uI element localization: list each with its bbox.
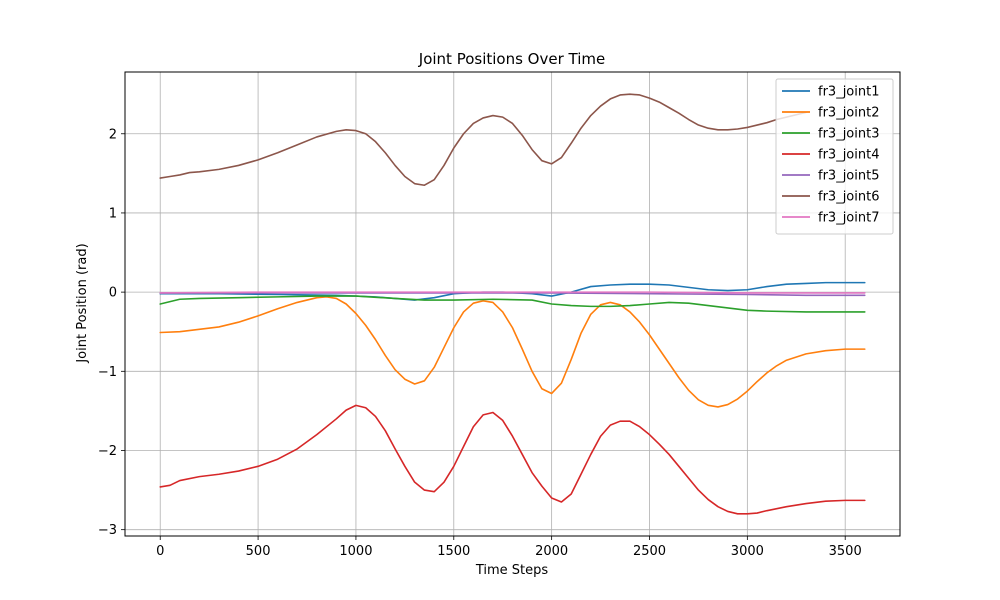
plot-area xyxy=(159,93,866,515)
x-tick-label: 1500 xyxy=(437,544,470,559)
x-axis-ticks: 0 500 1000 1500 2000 2500 3000 3500 xyxy=(156,536,862,559)
legend-label: fr3_joint3 xyxy=(818,127,879,142)
axes-frame xyxy=(124,71,901,537)
y-tick-label: 0 xyxy=(109,286,117,301)
series-line-fr3_joint4 xyxy=(159,404,866,515)
y-tick-label: 2 xyxy=(109,127,117,142)
chart-title: Joint Positions Over Time xyxy=(418,50,605,68)
x-tick-label: 500 xyxy=(246,544,271,559)
y-axis-ticks: −3 −2 −1 0 1 2 xyxy=(98,127,125,538)
legend-label: fr3_joint6 xyxy=(818,190,879,205)
y-tick-label: −3 xyxy=(98,523,117,538)
legend-label: fr3_joint4 xyxy=(818,148,879,163)
legend-label: fr3_joint5 xyxy=(818,169,879,184)
x-tick-label: 0 xyxy=(156,544,164,559)
y-tick-label: −1 xyxy=(98,365,117,380)
x-tick-label: 3500 xyxy=(829,544,862,559)
x-tick-label: 1000 xyxy=(339,544,372,559)
legend: fr3_joint1 fr3_joint2 fr3_joint3 fr3_joint4… xyxy=(775,78,894,235)
y-tick-label: 1 xyxy=(109,206,117,221)
legend-label: fr3_joint7 xyxy=(818,211,879,226)
x-axis-label: Time Steps xyxy=(475,563,549,578)
series-line-fr3_joint7 xyxy=(159,291,866,294)
x-tick-label: 2000 xyxy=(535,544,568,559)
series-line-fr3_joint6 xyxy=(159,93,807,187)
x-tick-label: 3000 xyxy=(731,544,764,559)
y-axis-label: Joint Position (rad) xyxy=(75,243,90,363)
legend-label: fr3_joint1 xyxy=(818,85,879,100)
series-line-fr3_joint2 xyxy=(159,296,866,408)
legend-label: fr3_joint2 xyxy=(818,106,879,121)
x-tick-label: 2500 xyxy=(633,544,666,559)
y-tick-label: −2 xyxy=(98,444,117,459)
series-line-fr3_joint3 xyxy=(159,295,866,313)
